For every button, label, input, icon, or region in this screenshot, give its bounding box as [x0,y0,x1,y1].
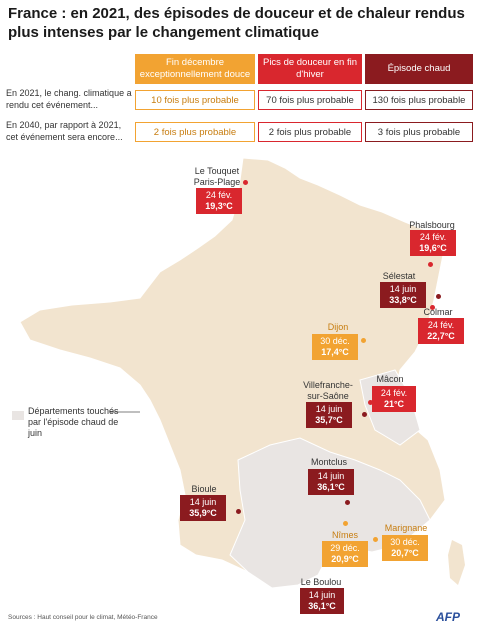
header-december: Fin décembre exceptionnellement douce [135,54,255,84]
cell-2040-december: 2 fois plus probable [135,122,255,142]
label-villefranche: 14 juin 35,7°C [306,402,352,428]
row-2040-label: En 2040, par rapport à 2021, cet événeme… [6,120,123,142]
point-nimes [343,521,348,526]
afp-logo: AFP [436,610,460,624]
city-marignane: Marignane [384,523,428,533]
cell-2021-december: 10 fois plus probable [135,90,255,110]
cell-2040-winter: 2 fois plus probable [258,122,362,142]
label-le-boulou: 14 juin 36,1°C [300,588,344,614]
city-le-boulou: Le Boulou [300,577,342,587]
label-le-touquet: 24 fév. 19,3°C [196,188,242,214]
header-winter: Pics de douceur en fin d'hiver [258,54,362,84]
point-bioule [236,509,241,514]
point-villefranche [362,412,367,417]
point-colmar [430,305,435,310]
row-2021-label: En 2021, le chang. climatique a rendu ce… [6,88,132,110]
point-selestat [436,294,441,299]
label-macon: 24 fév. 21°C [372,386,416,412]
label-montclus: 14 juin 36,1°C [308,469,354,495]
cell-2021-heat: 130 fois plus probable [365,90,473,110]
city-colmar: Colmar [423,307,453,317]
cell-2040-heat: 3 fois plus probable [365,122,473,142]
source-text: Sources : Haut conseil pour le climat, M… [8,614,158,621]
point-macon [368,400,373,405]
city-dijon: Dijon [327,322,349,332]
city-phalsbourg: Phalsbourg [409,220,455,230]
city-selestat: Sélestat [382,271,416,281]
point-montclus [345,500,350,505]
city-montclus: Montclus [310,457,347,467]
legend-text: Départements touchés par l'épisode chaud… [28,406,119,438]
city-macon: Mâcon [376,374,404,384]
cell-2021-winter: 70 fois plus probable [258,90,362,110]
city-nimes: Nîmes [331,530,358,540]
point-le-touquet [243,180,248,185]
point-dijon [361,338,366,343]
point-phalsbourg [428,262,433,267]
corsica-island [448,540,465,585]
city-le-touquet: Le Touquet Paris-Plage [193,166,241,187]
header-heat: Épisode chaud [365,54,473,84]
city-bioule: Bioule [191,484,217,494]
label-marignane: 30 déc. 20,7°C [382,535,428,561]
map-title: France : en 2021, des épisodes de douceu… [8,5,465,41]
label-selestat: 14 juin 33,8°C [380,282,426,308]
point-marignane [373,537,378,542]
label-bioule: 14 juin 35,9°C [180,495,226,521]
label-colmar: 24 fév. 22,7°C [418,318,464,344]
legend-swatch [12,411,24,420]
label-dijon: 30 déc. 17,4°C [312,334,358,360]
label-phalsbourg: 24 fév. 19,6°C [410,230,456,256]
city-villefranche: Villefranche-sur-Saône [303,380,353,401]
label-nimes: 29 déc. 20,9°C [322,541,368,567]
